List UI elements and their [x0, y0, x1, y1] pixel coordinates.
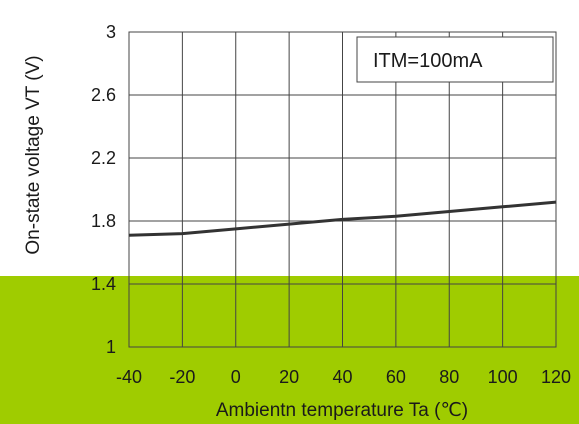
y-tick-label: 2.2 — [91, 148, 116, 168]
x-tick-label: -20 — [169, 367, 195, 387]
y-tick-label: 1.4 — [91, 274, 116, 294]
plot-frame — [128, 31, 557, 348]
y-tick-label: 2.6 — [91, 85, 116, 105]
x-tick-label: 20 — [279, 367, 299, 387]
legend-box — [356, 36, 554, 83]
y-tick-labels: 1 1.4 1.8 2.2 2.6 3 — [91, 22, 116, 357]
y-tick-label: 1 — [106, 337, 116, 357]
y-axis-label: On-state voltage VT (V) — [23, 55, 44, 254]
y-tick-label: 3 — [106, 22, 116, 42]
y-tick-label: 1.8 — [91, 211, 116, 231]
x-tick-labels: -40 -20 0 20 40 60 80 100 120 — [116, 367, 571, 387]
x-tick-label: 80 — [439, 367, 459, 387]
series-line — [128, 200, 557, 237]
x-tick-label: 100 — [488, 367, 518, 387]
legend: ITM=100mA — [356, 36, 554, 83]
x-tick-label: 60 — [386, 367, 406, 387]
x-axis-label: Ambientn temperature Ta (℃) — [216, 400, 468, 421]
x-tick-label: 40 — [332, 367, 352, 387]
legend-text: ITM=100mA — [373, 50, 483, 72]
x-tick-label: 120 — [541, 367, 571, 387]
x-tick-label: 0 — [231, 367, 241, 387]
x-tick-label: -40 — [116, 367, 142, 387]
